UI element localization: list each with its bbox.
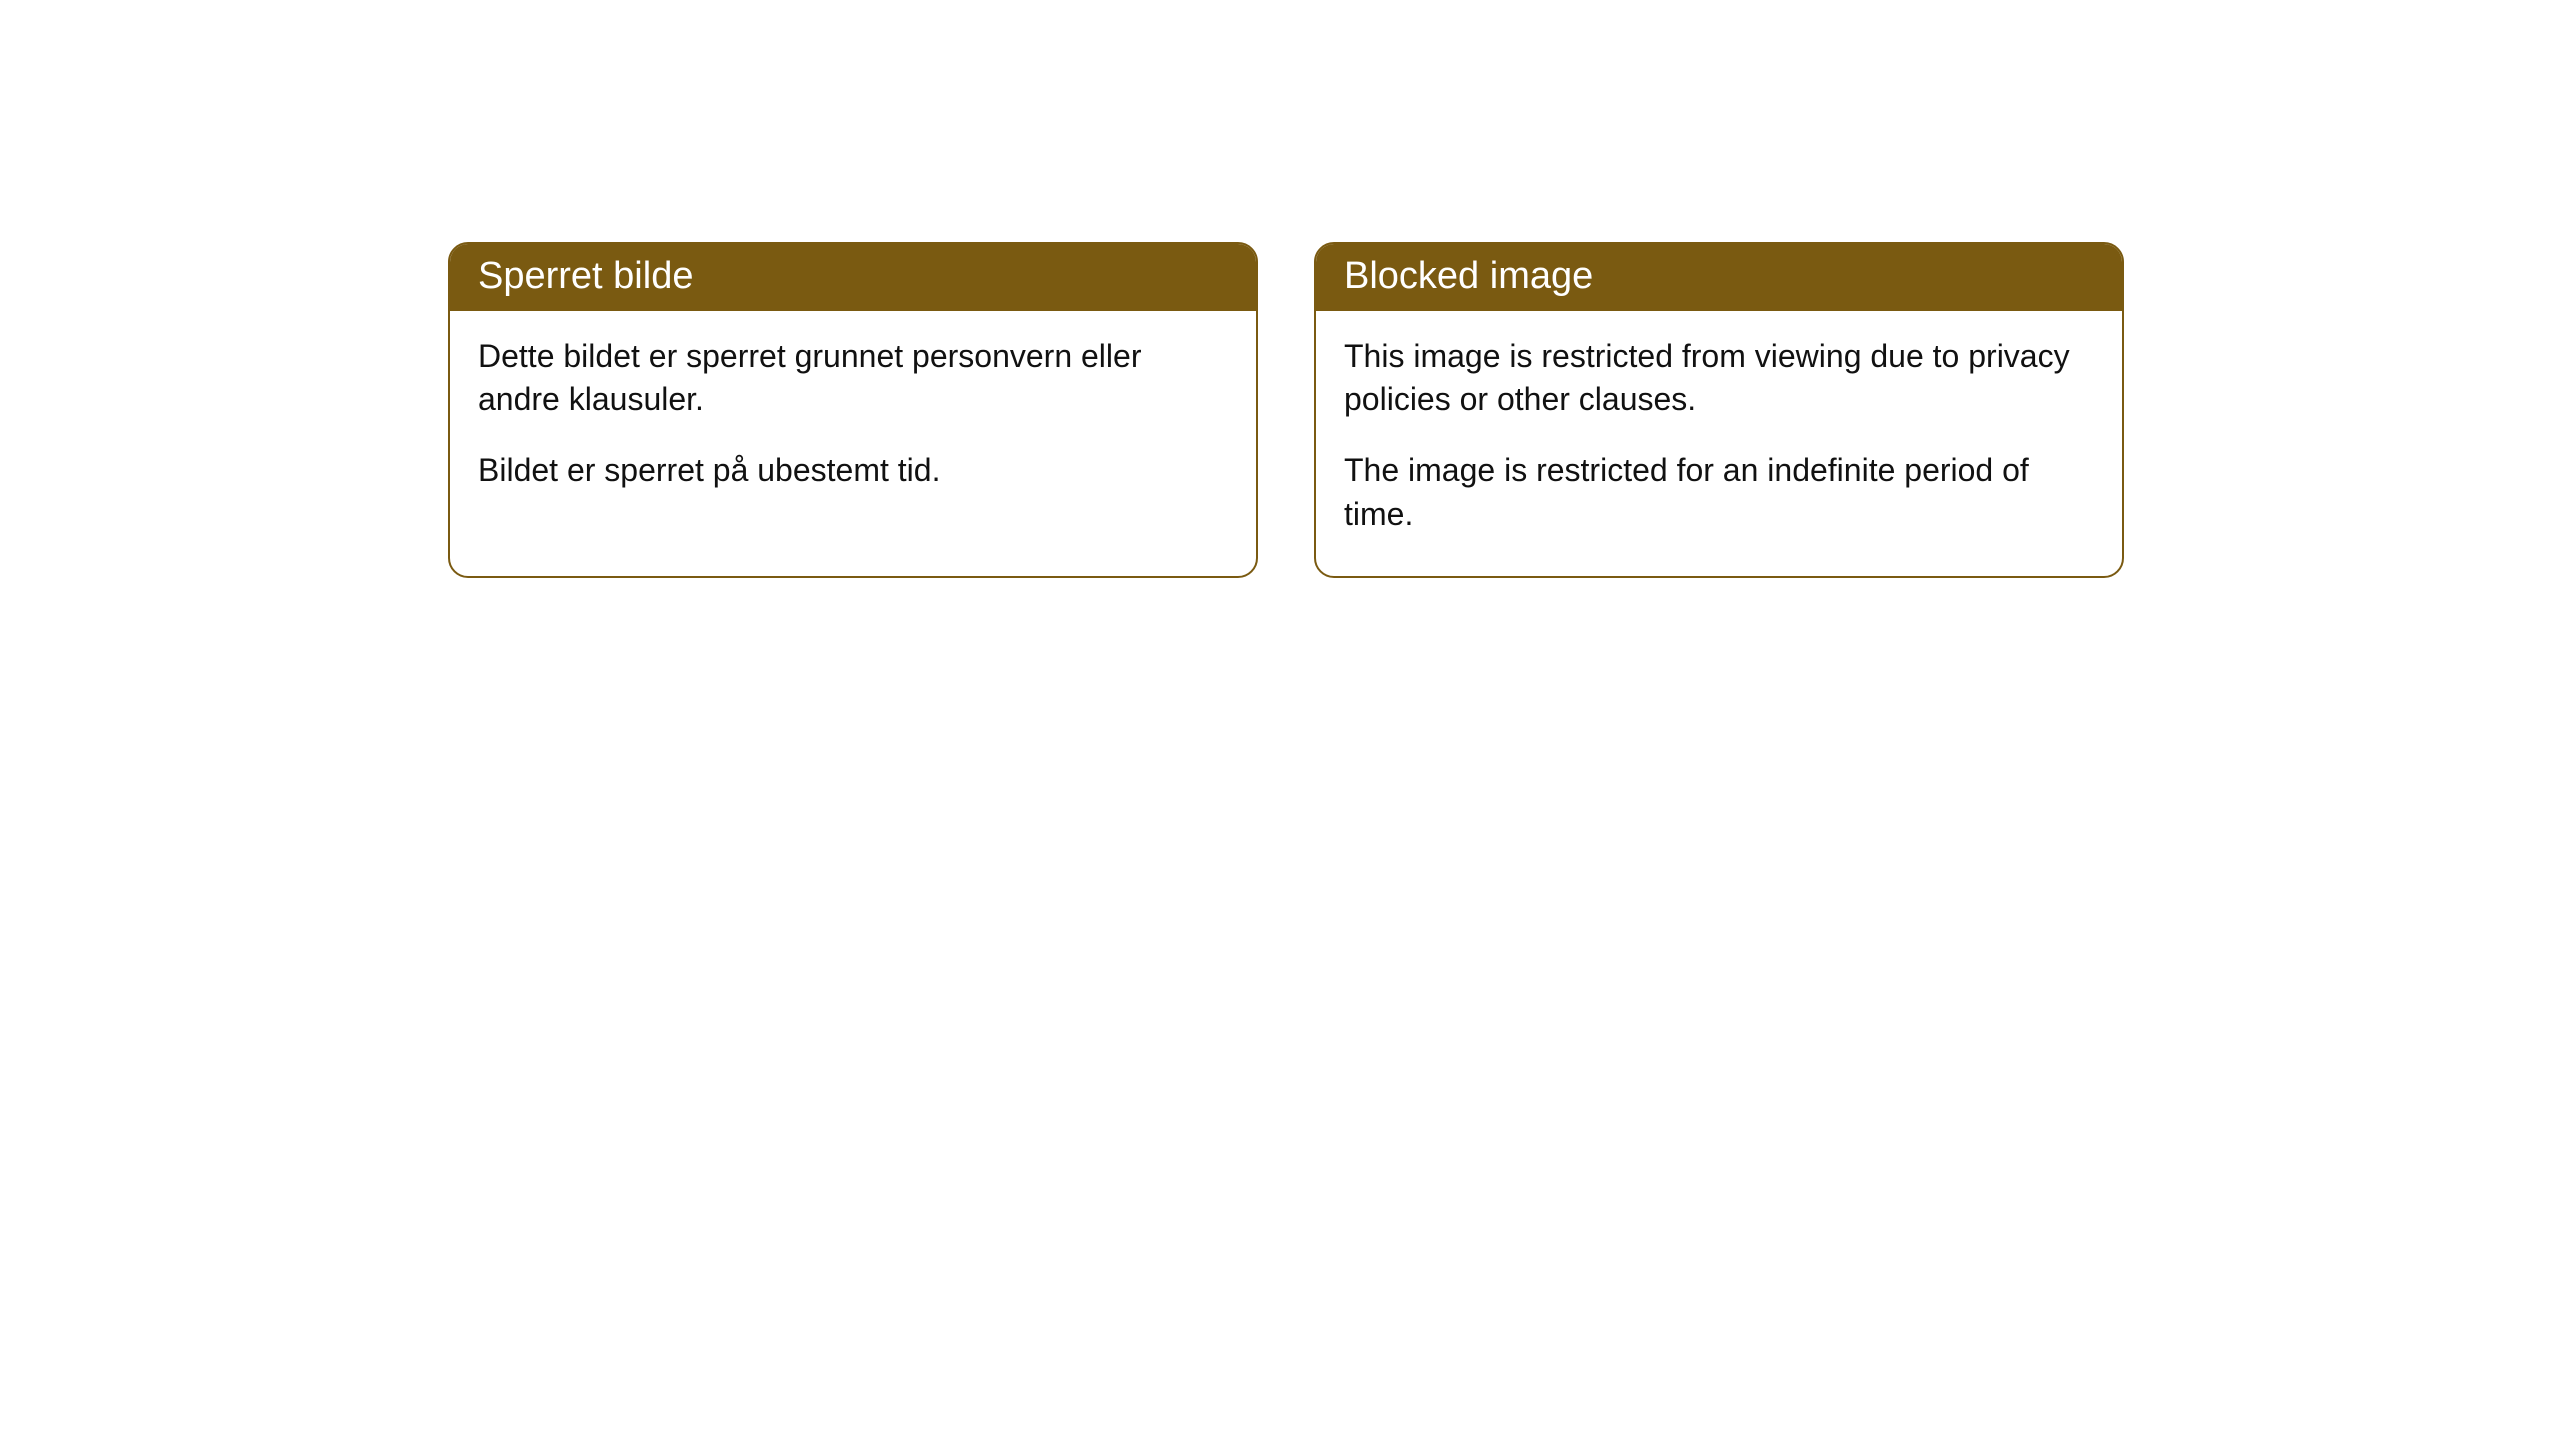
card-paragraph-1-english: This image is restricted from viewing du… xyxy=(1344,335,2094,421)
card-norwegian: Sperret bilde Dette bildet er sperret gr… xyxy=(448,242,1258,578)
card-paragraph-2-english: The image is restricted for an indefinit… xyxy=(1344,449,2094,535)
card-title-english: Blocked image xyxy=(1316,244,2122,311)
card-body-norwegian: Dette bildet er sperret grunnet personve… xyxy=(450,311,1256,533)
card-paragraph-2-norwegian: Bildet er sperret på ubestemt tid. xyxy=(478,449,1228,492)
card-body-english: This image is restricted from viewing du… xyxy=(1316,311,2122,576)
card-title-norwegian: Sperret bilde xyxy=(450,244,1256,311)
cards-container: Sperret bilde Dette bildet er sperret gr… xyxy=(0,0,2560,578)
card-paragraph-1-norwegian: Dette bildet er sperret grunnet personve… xyxy=(478,335,1228,421)
card-english: Blocked image This image is restricted f… xyxy=(1314,242,2124,578)
